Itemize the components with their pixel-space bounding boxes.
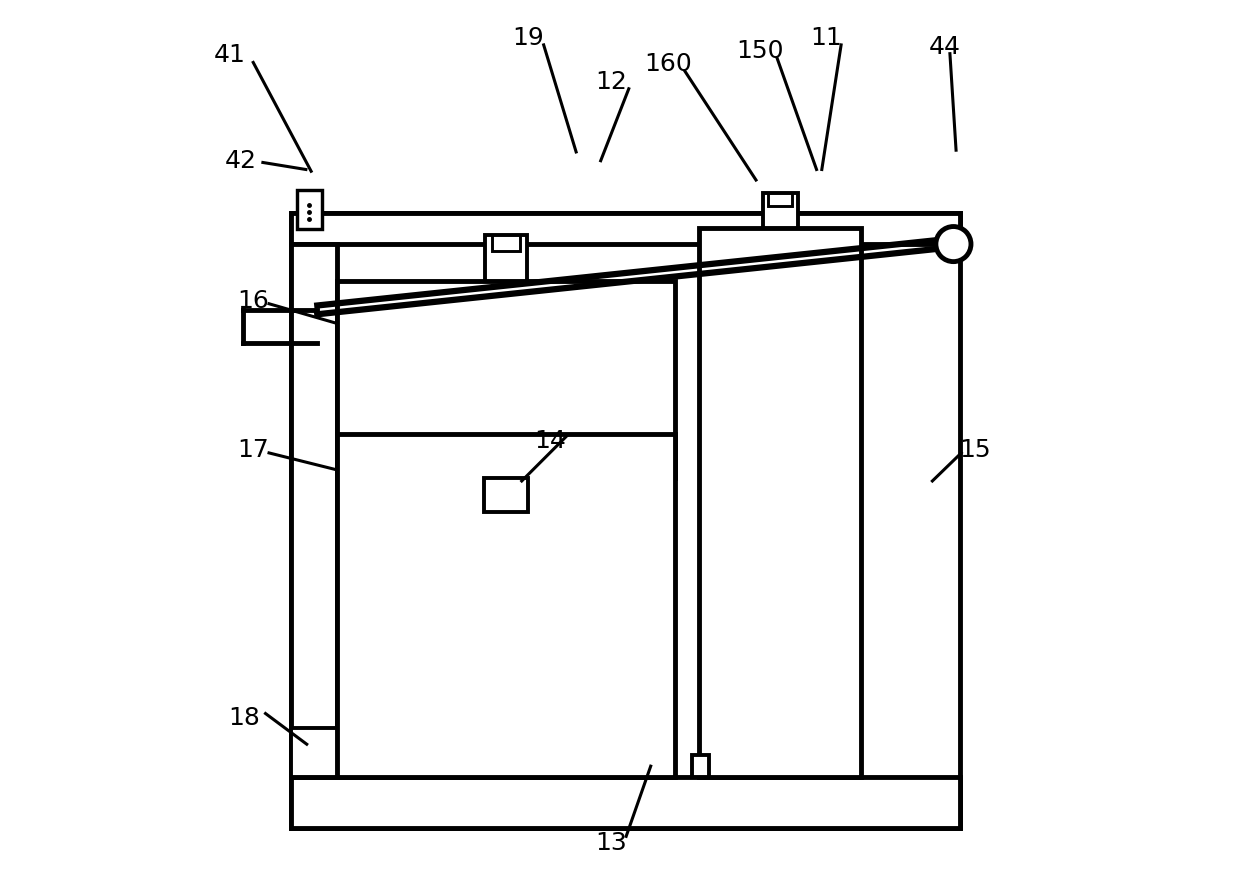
Text: 11: 11 [810, 26, 842, 49]
Text: 12: 12 [595, 70, 627, 94]
Bar [337, 434, 676, 777]
Bar [291, 728, 336, 777]
Bar [485, 235, 527, 281]
Bar [763, 193, 797, 229]
Bar [492, 235, 521, 251]
Bar [298, 190, 321, 230]
Text: 17: 17 [237, 438, 269, 463]
Text: 42: 42 [224, 148, 257, 173]
Text: 16: 16 [237, 289, 269, 313]
Bar [291, 214, 960, 827]
Text: 44: 44 [929, 34, 961, 58]
Bar [337, 281, 676, 479]
Bar [699, 229, 862, 777]
Bar [692, 755, 709, 777]
Bar [485, 479, 528, 511]
Bar [291, 214, 960, 244]
Bar [291, 244, 336, 777]
Text: 18: 18 [228, 706, 260, 730]
Text: 160: 160 [645, 52, 692, 76]
Text: 19: 19 [512, 26, 544, 49]
Bar [768, 193, 792, 207]
Text: 13: 13 [595, 832, 627, 856]
Text: 41: 41 [213, 43, 246, 67]
Text: 150: 150 [737, 39, 784, 63]
Circle shape [936, 227, 971, 261]
Bar [291, 777, 960, 827]
Text: 14: 14 [534, 429, 565, 454]
Text: 15: 15 [960, 438, 991, 463]
